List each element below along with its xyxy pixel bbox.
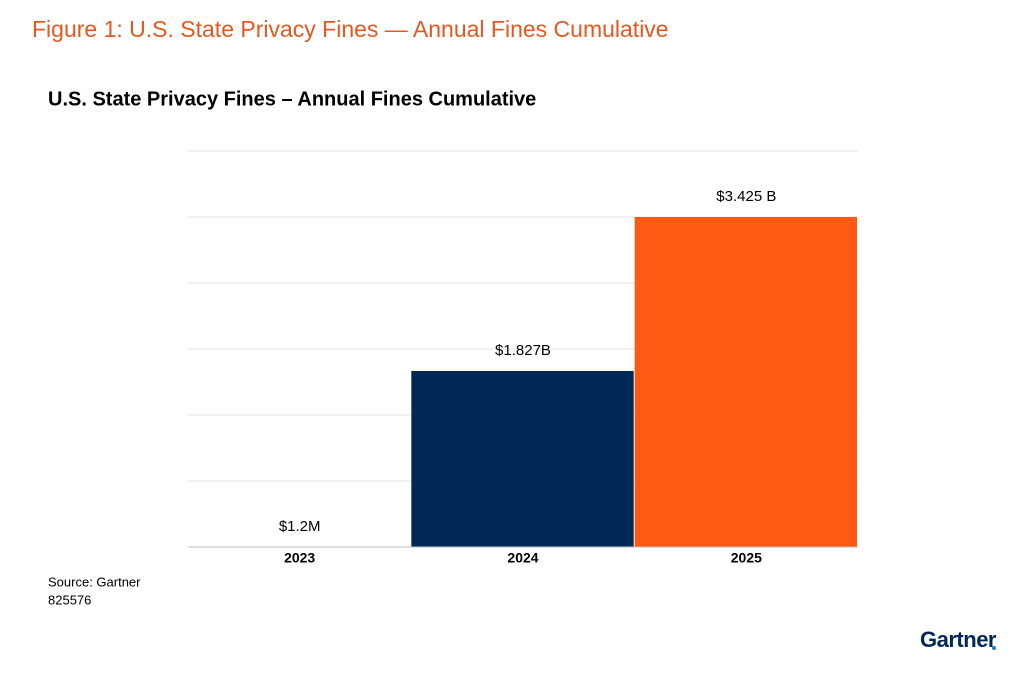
brand-logo: Gartner xyxy=(920,627,997,652)
bar xyxy=(635,217,857,547)
doc-id: 825576 xyxy=(48,592,91,607)
x-tick-label: 2024 xyxy=(507,550,538,566)
source: Source: Gartner xyxy=(48,574,141,589)
bar xyxy=(411,371,633,547)
x-tick-label: 2025 xyxy=(731,550,762,566)
x-tick-label: 2023 xyxy=(284,550,315,566)
figure-title: Figure 1: U.S. State Privacy Fines — Ann… xyxy=(32,16,669,42)
data-label: $1.2M xyxy=(279,518,321,535)
data-label: $1.827B xyxy=(495,342,551,359)
chart-title: U.S. State Privacy Fines – Annual Fines … xyxy=(48,88,536,110)
logo-dot xyxy=(992,646,996,650)
data-label: $3.425 B xyxy=(716,188,776,205)
